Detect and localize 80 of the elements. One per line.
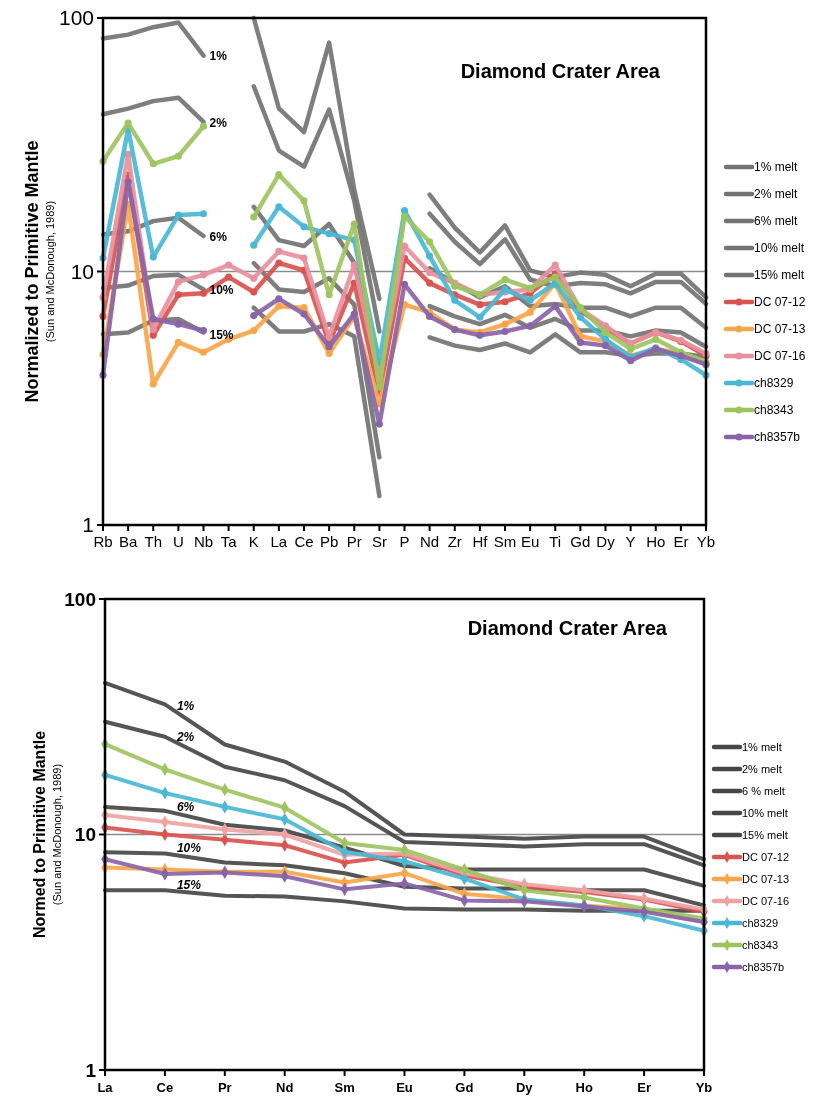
x-tick-label: Ho (646, 533, 666, 550)
text: Diamond Crater Area (467, 617, 668, 639)
annotation: 6% (209, 230, 228, 245)
legend-label: 2% melt (742, 762, 782, 775)
x-tick-label: Ce (294, 533, 314, 550)
legend-label: DC 07-12 (754, 295, 806, 310)
x-tick-label: Pr (346, 533, 362, 550)
y-tick-label: 1 (85, 1059, 97, 1081)
x-tick-label: Ta (220, 533, 238, 550)
annotation: 1% (209, 49, 228, 64)
y-tick-label: 100 (58, 6, 94, 30)
x-tick-label: Yb (696, 533, 716, 550)
y-axis-title: Normed to Primitive Mantle (31, 730, 48, 939)
x-tick-label: Sr (371, 533, 387, 550)
legend-label: 15% melt (754, 268, 805, 283)
legend-label: ch8357b (742, 960, 785, 973)
text: (Sun and McDonough, 1989) (51, 763, 63, 906)
x-tick-label: Y (625, 533, 636, 550)
x-tick-label: P (399, 533, 410, 550)
x-tick-label: Er (637, 1080, 651, 1095)
text: (Sun and McDonough, 1989) (44, 200, 56, 343)
legend-label: DC 07-16 (754, 349, 806, 364)
legend-label: 1% melt (754, 160, 799, 175)
legend-label: ch8329 (742, 916, 779, 929)
x-tick-label: Ba (118, 533, 138, 550)
x-tick-label: La (270, 533, 288, 550)
legend-label: ch8329 (754, 376, 794, 391)
legend-label: 15% melt (742, 828, 788, 841)
legend-label: 10% melt (742, 806, 788, 819)
x-tick-label: K (248, 533, 259, 550)
x-tick-label: Th (144, 533, 163, 550)
legend-label: ch8343 (754, 403, 794, 418)
y-tick-label: 10 (74, 824, 96, 846)
x-tick-label: Nd (276, 1080, 294, 1095)
annotation: 6% (176, 800, 195, 815)
x-tick-label: Sm (334, 1080, 355, 1095)
x-tick-label: Gd (570, 533, 591, 550)
text: Diamond Crater Area (460, 60, 661, 82)
x-tick-label: Zr (447, 533, 462, 550)
x-tick-label: Ho (575, 1080, 593, 1095)
x-tick-label: Rb (93, 533, 113, 550)
x-tick-label: Er (673, 533, 689, 550)
x-tick-label: Dy (515, 1080, 534, 1095)
x-tick-label: Pb (319, 533, 339, 550)
x-tick-label: Gd (455, 1080, 474, 1095)
annotation: 10% (209, 282, 234, 297)
y-tick-label: 1 (82, 513, 94, 537)
annotation: 15% (176, 878, 202, 893)
y-axis-title: Normalized to Primitive Mantle (22, 140, 42, 403)
annotation: 2% (175, 729, 195, 744)
y-tick-label: 10 (70, 259, 94, 283)
x-tick-label: Ce (156, 1080, 174, 1095)
annotation: 2% (209, 116, 228, 131)
x-tick-label: Yb (695, 1080, 713, 1095)
x-tick-label: Eu (520, 533, 540, 550)
annotation: 1% (176, 698, 195, 713)
x-tick-label: La (97, 1080, 114, 1095)
legend-label: DC 07-13 (754, 322, 806, 337)
x-tick-label: Ti (549, 533, 562, 550)
annotation: 15% (209, 327, 234, 342)
legend-label: 2% melt (754, 187, 799, 202)
x-tick-label: Nb (193, 533, 214, 550)
x-tick-label: Eu (396, 1080, 413, 1095)
x-tick-label: Dy (596, 533, 616, 550)
x-tick-label: Sm (493, 533, 517, 550)
x-tick-label: Pr (217, 1080, 232, 1095)
legend-label: DC 07-16 (742, 894, 790, 907)
legend-label: 10% melt (754, 241, 805, 256)
legend-label: 6 % melt (742, 784, 785, 797)
legend-label: ch8343 (742, 938, 779, 951)
legend-label: 1% melt (742, 740, 782, 753)
legend-label: ch8357b (754, 430, 801, 445)
y-tick-label: 100 (64, 588, 96, 610)
legend-label: 6% melt (754, 214, 799, 229)
x-tick-label: Hf (472, 533, 489, 550)
annotation: 10% (176, 840, 202, 855)
legend-label: DC 07-13 (742, 872, 790, 885)
x-tick-label: U (172, 533, 184, 550)
legend-label: DC 07-12 (742, 850, 790, 863)
x-tick-label: Nd (420, 533, 440, 550)
